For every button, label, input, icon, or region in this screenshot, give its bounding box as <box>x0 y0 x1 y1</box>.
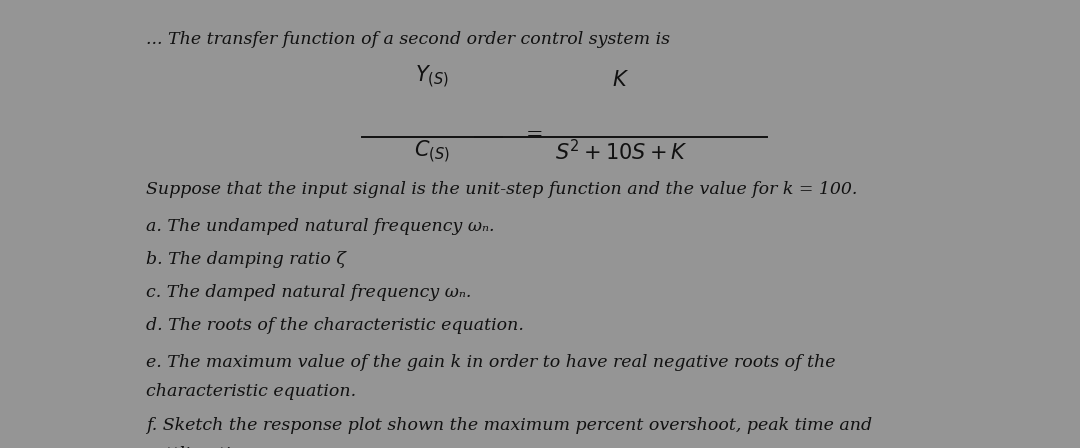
Text: c. The damped natural frequency ωₙ.: c. The damped natural frequency ωₙ. <box>146 284 471 302</box>
Text: settling time.: settling time. <box>146 446 262 448</box>
Text: characteristic equation.: characteristic equation. <box>146 383 356 401</box>
Text: a. The undamped natural frequency ωₙ.: a. The undamped natural frequency ωₙ. <box>146 218 495 235</box>
Text: b. The damping ratio ζ: b. The damping ratio ζ <box>146 251 346 268</box>
Text: d. The roots of the characteristic equation.: d. The roots of the characteristic equat… <box>146 317 524 334</box>
Text: Suppose that the input signal is the unit-step function and the value for k = 10: Suppose that the input signal is the uni… <box>146 181 858 198</box>
Text: $K$: $K$ <box>612 69 630 90</box>
Text: ... The transfer function of a second order control system is: ... The transfer function of a second or… <box>146 31 670 48</box>
Text: e. The maximum value of the gain k in order to have real negative roots of the: e. The maximum value of the gain k in or… <box>146 354 835 371</box>
Text: f. Sketch the response plot shown the maximum percent overshoot, peak time and: f. Sketch the response plot shown the ma… <box>146 417 872 434</box>
Text: $Y_{(S)}$: $Y_{(S)}$ <box>415 63 449 90</box>
Text: $C_{(S)}$: $C_{(S)}$ <box>414 139 450 165</box>
Text: $S^2 + 10S + K$: $S^2 + 10S + K$ <box>555 139 687 164</box>
Text: =: = <box>526 125 543 144</box>
